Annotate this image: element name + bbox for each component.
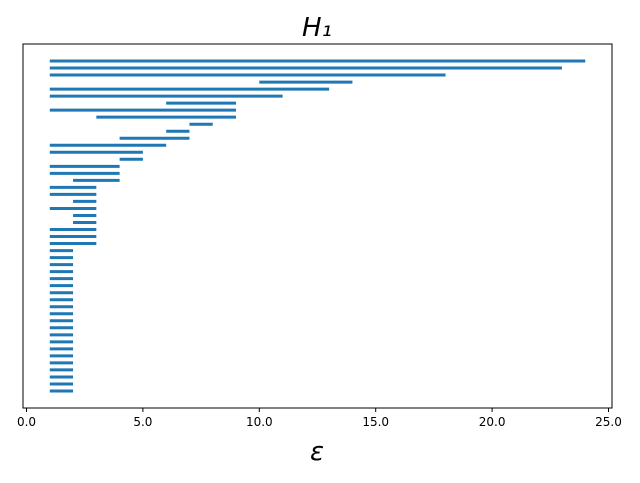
x-tick-label: 5.0	[133, 415, 152, 429]
plot-frame	[22, 43, 613, 409]
chart-title: H₁	[302, 13, 332, 43]
x-tick-label: 0.0	[17, 415, 36, 429]
x-tick-label: 10.0	[246, 415, 273, 429]
x-tick-label: 15.0	[362, 415, 389, 429]
x-axis-label: ε	[310, 437, 324, 467]
x-tick-label: 25.0	[595, 415, 622, 429]
x-tick-label: 20.0	[479, 415, 506, 429]
